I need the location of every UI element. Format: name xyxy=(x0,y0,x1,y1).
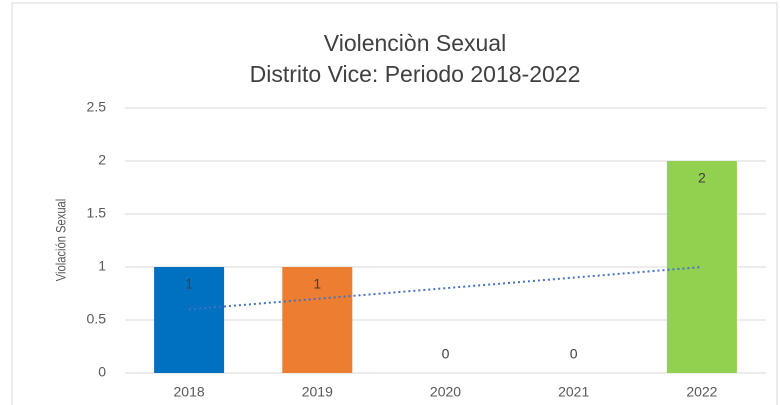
y-tick-label: 0.5 xyxy=(87,311,107,327)
bar xyxy=(282,267,353,373)
y-tick-label: 0 xyxy=(98,364,106,380)
y-axis-label: Violación Sexual xyxy=(54,199,69,281)
data-label: 0 xyxy=(570,346,578,362)
y-tick-label: 1.5 xyxy=(87,205,107,221)
bar xyxy=(154,267,225,373)
data-label: 1 xyxy=(313,276,321,292)
y-tick-label: 2.5 xyxy=(87,99,107,115)
trendline xyxy=(189,266,702,311)
x-tick-label: 2018 xyxy=(174,384,205,400)
data-label: 2 xyxy=(698,170,706,186)
x-tick-label: 2022 xyxy=(686,384,717,400)
x-tick-label: 2019 xyxy=(302,384,333,400)
chart-frame xyxy=(11,2,778,405)
y-tick-label: 2 xyxy=(98,152,106,168)
chart-title: Violenciòn Sexual xyxy=(324,30,506,56)
x-tick-label: 2021 xyxy=(558,384,589,400)
y-tick-label: 1 xyxy=(98,258,106,274)
data-label: 0 xyxy=(442,346,450,362)
bar xyxy=(666,161,737,373)
x-tick-label: 2020 xyxy=(430,384,461,400)
data-label: 1 xyxy=(185,276,193,292)
chart-subtitle: Distrito Vice: Periodo 2018-2022 xyxy=(250,61,581,87)
